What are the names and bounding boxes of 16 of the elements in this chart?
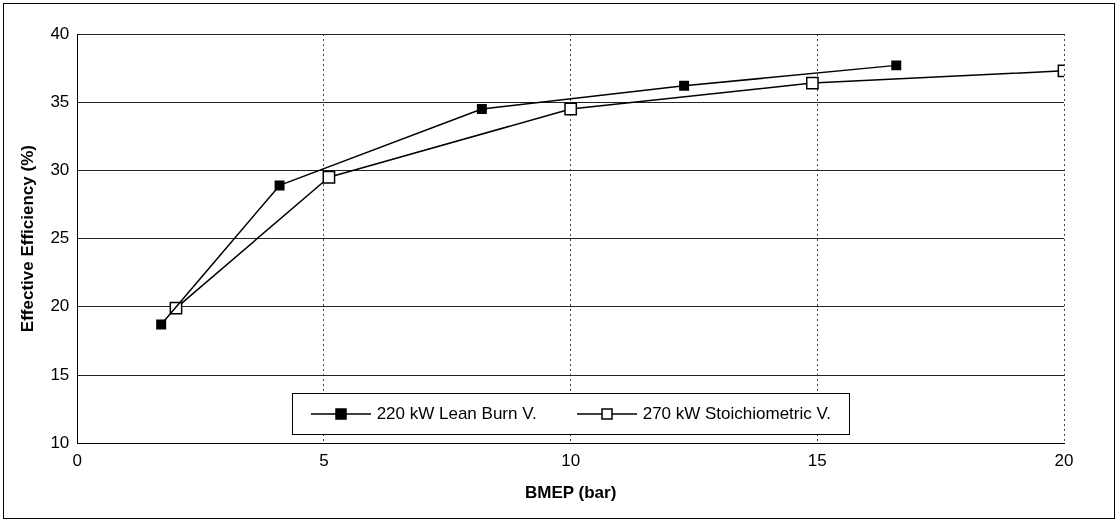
legend-label: 270 kW Stoichiometric V. — [642, 404, 832, 425]
y-tick-label: 25 — [50, 228, 70, 248]
y-tick-label: 10 — [50, 432, 70, 452]
x-tick-label: 15 — [807, 451, 827, 471]
y-axis-title: Effective Efficiency (%) — [17, 145, 37, 333]
legend-label: 220 kW Lean Burn V. — [376, 404, 537, 425]
x-tick-label: 10 — [561, 451, 581, 471]
x-tick-label: 5 — [319, 451, 329, 471]
x-tick-label: 20 — [1054, 451, 1074, 471]
y-tick-label: 20 — [50, 296, 70, 316]
y-tick-label: 35 — [50, 91, 70, 111]
x-axis-title: BMEP (bar) — [525, 483, 617, 503]
y-tick-label: 40 — [50, 23, 70, 43]
y-tick-label: 15 — [50, 364, 70, 384]
y-tick-label: 30 — [50, 160, 70, 180]
x-tick-label: 0 — [72, 451, 83, 471]
